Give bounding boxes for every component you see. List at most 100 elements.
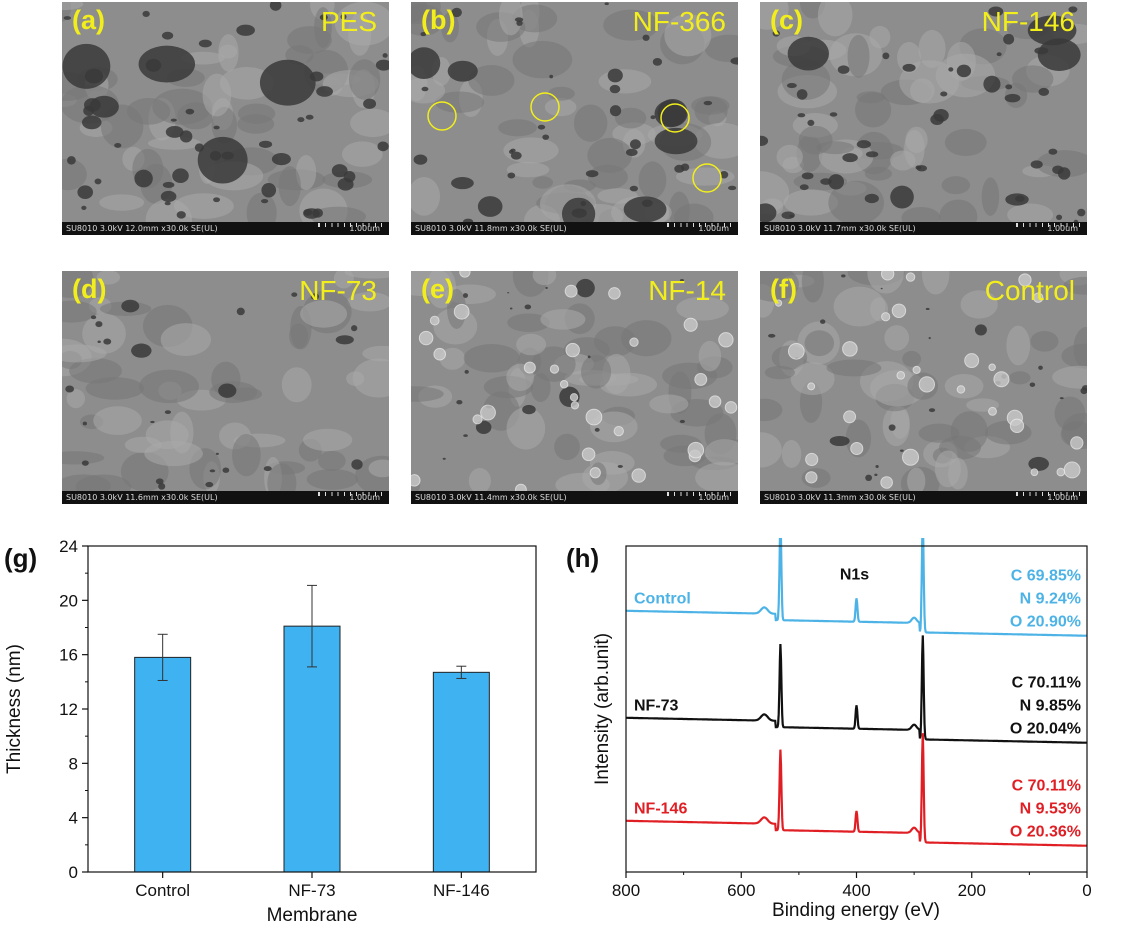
surface-texture — [638, 161, 667, 199]
y-axis-title: Thickness (nm) — [4, 644, 25, 774]
surface-texture — [981, 177, 1000, 216]
surface-texture — [704, 34, 738, 63]
surface-texture — [934, 450, 961, 488]
surface-texture — [246, 192, 277, 222]
composition-value: O 20.36% — [1010, 824, 1081, 841]
surface-texture — [674, 203, 714, 222]
surface-texture — [816, 141, 855, 155]
pore — [719, 171, 729, 179]
pore — [865, 474, 873, 482]
surface-texture — [907, 467, 926, 491]
surface-texture — [66, 389, 86, 409]
pore — [138, 45, 196, 83]
surface-texture — [783, 189, 839, 216]
sample-name: NF-366 — [632, 6, 726, 37]
surface-texture — [698, 340, 722, 372]
composition-value: N 9.85% — [1020, 698, 1081, 715]
surface-texture — [218, 34, 239, 72]
highlight-circle — [660, 103, 690, 133]
surface-texture — [350, 108, 389, 138]
pore — [607, 68, 623, 83]
pore — [63, 16, 72, 20]
pore — [542, 134, 550, 140]
surface-texture — [411, 386, 444, 402]
nodule — [683, 317, 698, 332]
pore — [81, 115, 102, 130]
sem-metadata: SU8010 3.0kV 11.8mm x30.0k SE(UL) — [415, 224, 567, 233]
pore — [291, 292, 298, 297]
nodule — [881, 312, 891, 322]
nodule — [585, 408, 603, 426]
scale-label: 1.00um — [698, 224, 729, 233]
pore — [514, 17, 524, 22]
pore — [679, 419, 685, 424]
pore — [269, 2, 282, 11]
nodule — [881, 271, 895, 281]
surface-texture — [817, 2, 853, 37]
surface-texture — [676, 296, 729, 321]
x-axis-title: Membrane — [267, 905, 358, 926]
nodule — [581, 447, 596, 462]
sem-panel-d: (d) NF-73 SU8010 3.0kV 11.6mm x30.0k SE(… — [62, 271, 389, 504]
surface-texture — [85, 377, 144, 400]
pore — [856, 140, 871, 149]
sem-metadata: SU8010 3.0kV 11.7mm x30.0k SE(UL) — [764, 224, 916, 233]
surface-texture — [441, 12, 459, 43]
y-tick-label: 24 — [59, 538, 78, 556]
pore — [463, 434, 468, 437]
pore — [948, 67, 954, 72]
nodule — [459, 271, 471, 278]
nodule — [549, 364, 560, 374]
sem-metadata: SU8010 3.0kV 11.4mm x30.0k SE(UL) — [415, 493, 567, 502]
pore — [575, 278, 595, 298]
pore — [477, 196, 503, 217]
surface-texture — [760, 271, 799, 302]
nodule — [1030, 468, 1039, 477]
x-axis-title: Binding energy (eV) — [772, 900, 940, 921]
pore — [1056, 214, 1063, 221]
nodule — [472, 414, 483, 425]
pore — [170, 118, 177, 122]
pore — [89, 95, 119, 118]
surface-texture — [306, 468, 359, 490]
pore — [642, 34, 650, 41]
surface-texture — [1009, 371, 1031, 385]
pore — [829, 435, 850, 447]
pore — [510, 151, 522, 160]
nodule — [480, 404, 496, 421]
surface-texture — [580, 354, 612, 389]
pore — [297, 117, 305, 123]
surface-texture — [512, 40, 573, 79]
nodule — [613, 425, 624, 437]
pore — [271, 152, 291, 166]
scale-label: 1.00um — [349, 224, 380, 233]
pore — [789, 214, 794, 218]
surface-texture — [902, 350, 922, 367]
nodule — [1033, 292, 1044, 303]
pore — [375, 59, 389, 71]
pore — [629, 185, 638, 192]
pore — [305, 114, 314, 120]
sem-panel-b: (b) NF-366 SU8010 3.0kV 11.8mm x30.0k SE… — [411, 2, 738, 235]
surface-texture — [547, 86, 575, 101]
pore — [340, 14, 347, 20]
sem-image — [760, 2, 1087, 222]
pore — [413, 154, 428, 165]
pore — [760, 135, 769, 146]
pore — [702, 290, 705, 292]
x-tick-label: 600 — [727, 881, 755, 900]
pore — [310, 293, 320, 300]
surface-texture — [597, 188, 638, 204]
surface-texture — [152, 88, 213, 125]
pore — [820, 178, 832, 185]
y-tick-label: 12 — [59, 700, 78, 719]
composition-value: C 70.11% — [1012, 675, 1081, 692]
bar-control — [134, 656, 192, 873]
pore — [609, 105, 622, 117]
pore — [983, 75, 1001, 93]
pore — [796, 89, 808, 100]
series-label: Control — [634, 590, 691, 607]
pore — [222, 467, 230, 473]
surface-texture — [587, 137, 633, 173]
pore — [604, 2, 609, 6]
